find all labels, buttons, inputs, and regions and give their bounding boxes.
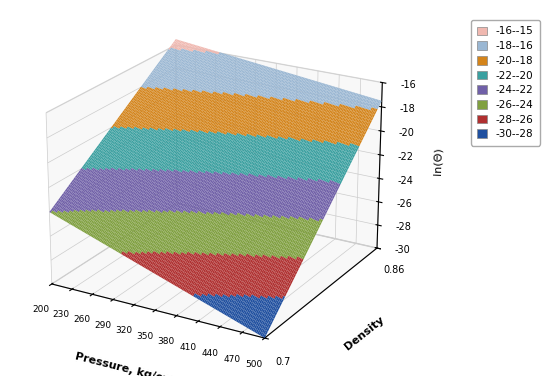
Legend: -16--15, -18--16, -20--18, -22--20, -24--22, -26--24, -28--26, -30--28: -16--15, -18--16, -20--18, -22--20, -24-… <box>471 20 540 146</box>
X-axis label: Pressure, kg/cm²: Pressure, kg/cm² <box>74 351 179 376</box>
Y-axis label: Density: Density <box>343 314 386 352</box>
